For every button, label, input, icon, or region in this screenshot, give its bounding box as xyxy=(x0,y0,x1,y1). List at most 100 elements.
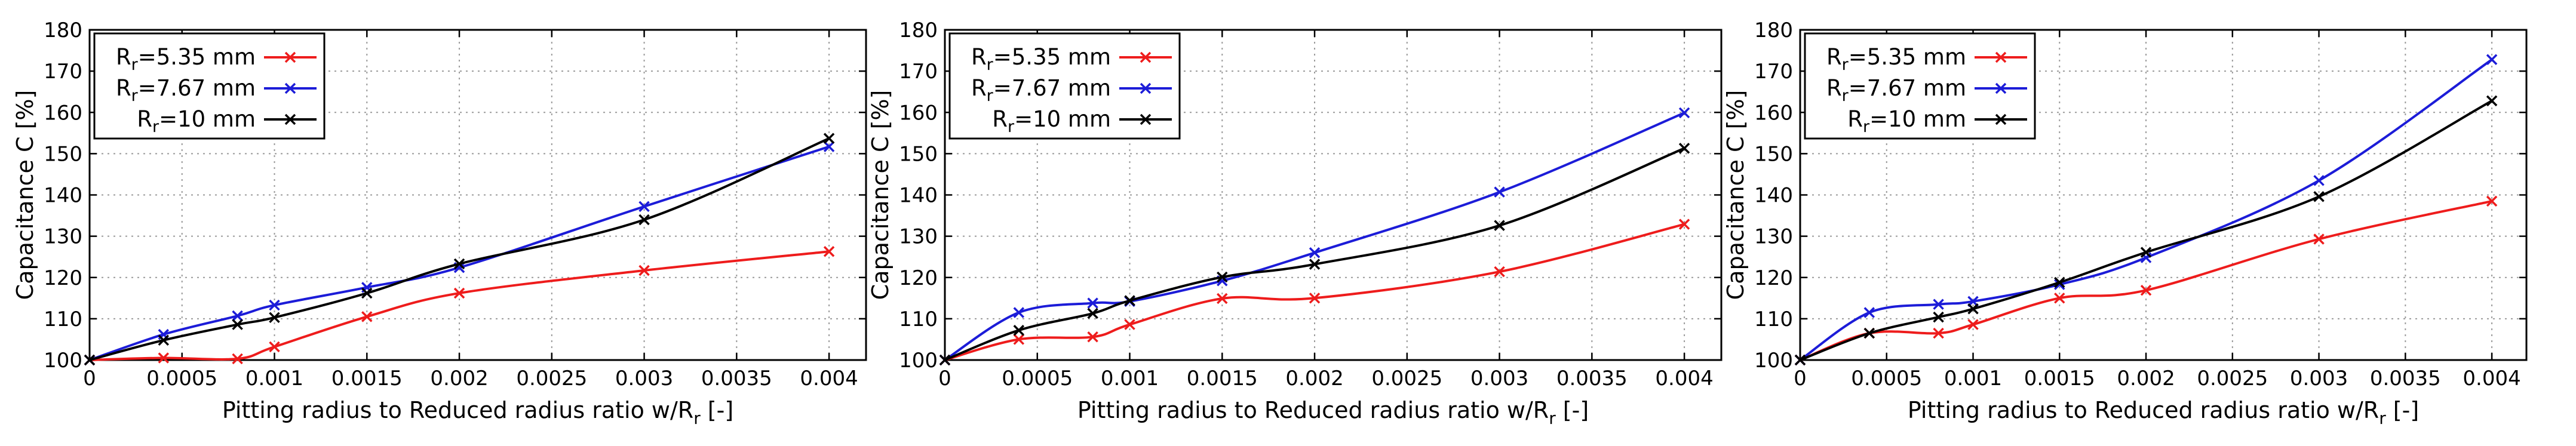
x-axis-title-sub: r xyxy=(693,408,701,428)
x-tick-label: 0.0025 xyxy=(1371,367,1442,390)
data-point xyxy=(2140,247,2152,258)
legend-label: Rr=5.35 mm xyxy=(116,44,256,74)
y-tick-label: 170 xyxy=(899,60,938,84)
legend-label-sub: r xyxy=(987,56,994,74)
data-point xyxy=(1494,186,1505,198)
x-tick-label: 0.003 xyxy=(615,367,673,390)
series-3 xyxy=(84,133,835,366)
y-tick-label: 150 xyxy=(899,142,938,166)
y-tick-label: 170 xyxy=(1754,60,1793,84)
y-tick-label: 180 xyxy=(1754,19,1793,42)
x-tick-label: 0 xyxy=(83,367,96,390)
legend-label-rest: =7.67 mm xyxy=(138,75,256,101)
data-point xyxy=(1309,247,1321,259)
x-tick-label: 0.003 xyxy=(2290,367,2348,390)
x-tick-label: 0.003 xyxy=(1470,367,1528,390)
data-point xyxy=(2140,284,2152,296)
data-point xyxy=(1087,297,1098,309)
y-tick-label: 130 xyxy=(44,225,82,249)
data-point xyxy=(269,341,280,353)
series-line xyxy=(89,137,830,361)
data-point xyxy=(1124,295,1135,306)
x-axis-title-suffix: [-] xyxy=(2386,397,2419,423)
legend-swatch-marker xyxy=(1995,82,2007,94)
x-tick-label: 0.0015 xyxy=(1187,367,1258,390)
legend-label-main: R xyxy=(1826,44,1842,70)
data-point xyxy=(2054,276,2065,288)
legend-label-rest: =7.67 mm xyxy=(993,75,1111,101)
legend-label-rest: =10 mm xyxy=(1869,106,1966,132)
x-axis-title-sub: r xyxy=(2379,408,2386,428)
data-point xyxy=(638,201,650,213)
x-tick-label: 0.0025 xyxy=(2197,367,2268,390)
legend-label-sub: r xyxy=(987,87,994,105)
chart-panel-1: 0 0.0005 0.001 0.0015 0.002 0.0025 0.003 0.0035… xyxy=(12,19,867,428)
data-point xyxy=(232,353,243,365)
y-tick-label: 130 xyxy=(899,225,938,249)
legend-label-main: R xyxy=(116,75,131,101)
data-point xyxy=(269,299,280,311)
x-tick-label: 0.0035 xyxy=(701,367,772,390)
data-point xyxy=(361,287,373,299)
legend-label-rest: =5.35 mm xyxy=(138,44,256,70)
x-axis-title-suffix: [-] xyxy=(1556,397,1589,423)
y-tick-label: 130 xyxy=(1754,225,1793,249)
legend-label-sub: r xyxy=(1008,118,1015,136)
x-tick-label: 0.002 xyxy=(430,367,488,390)
legend-label: Rr=7.67 mm xyxy=(971,75,1111,105)
x-axis-title-sub: r xyxy=(1549,408,1556,428)
data-point xyxy=(2313,175,2325,186)
x-axis-title-main: Pitting radius to Reduced radius ratio w… xyxy=(1077,397,1549,423)
data-point xyxy=(1217,271,1228,283)
legend-label-rest: =10 mm xyxy=(1014,106,1111,132)
legend-label-sub: r xyxy=(131,56,139,74)
y-tick-label: 120 xyxy=(44,266,82,290)
y-tick-label: 180 xyxy=(899,19,938,42)
x-tick-label: 0.0015 xyxy=(2024,367,2095,390)
data-point xyxy=(1678,143,1690,154)
x-axis-title-suffix: [-] xyxy=(701,397,733,423)
data-point xyxy=(1863,307,1875,318)
y-tick-label: 120 xyxy=(1754,266,1793,290)
data-point xyxy=(1309,293,1321,304)
data-point xyxy=(1013,324,1025,336)
series-1 xyxy=(939,219,1690,366)
series-2 xyxy=(84,141,835,366)
x-tick-label: 0.004 xyxy=(2463,367,2520,390)
data-point xyxy=(1087,307,1098,319)
legend-swatch-marker xyxy=(1140,113,1152,125)
legend-label: Rr=5.35 mm xyxy=(1826,44,1966,74)
legend-label: Rr=10 mm xyxy=(992,106,1111,136)
x-axis-title-main: Pitting radius to Reduced radius ratio w… xyxy=(1908,397,2379,423)
legend-label-main: R xyxy=(1847,106,1863,132)
y-tick-label: 120 xyxy=(899,266,938,290)
data-point xyxy=(269,312,280,324)
legend-swatch-marker xyxy=(1140,51,1152,63)
y-tick-label: 160 xyxy=(1754,101,1793,125)
legend-label-sub: r xyxy=(1863,118,1870,136)
x-tick-label: 0.0025 xyxy=(516,367,587,390)
y-axis-title: Capacitance C [%] xyxy=(867,90,894,300)
data-point xyxy=(2313,191,2325,202)
legend-swatch-marker xyxy=(1140,82,1152,94)
series-line xyxy=(944,223,1685,361)
data-point xyxy=(1794,354,1806,366)
x-tick-label: 0.0035 xyxy=(2370,367,2441,390)
data-point xyxy=(2486,195,2498,207)
legend-label-sub: r xyxy=(152,118,159,136)
data-point xyxy=(1967,303,1979,315)
x-tick-label: 0 xyxy=(938,367,951,390)
legend-label-rest: =5.35 mm xyxy=(993,44,1111,70)
x-axis-title: Pitting radius to Reduced radius ratio w… xyxy=(222,397,733,428)
x-tick-label: 0.0005 xyxy=(1851,367,1922,390)
data-point xyxy=(823,245,835,257)
x-tick-label: 0.001 xyxy=(1944,367,2002,390)
legend-label: Rr=10 mm xyxy=(1847,106,1966,136)
y-tick-label: 140 xyxy=(899,184,938,208)
data-point xyxy=(1217,293,1228,304)
x-tick-label: 0.001 xyxy=(1101,367,1159,390)
data-point xyxy=(1678,219,1690,230)
data-point xyxy=(2313,233,2325,245)
legend-label-sub: r xyxy=(131,87,139,105)
